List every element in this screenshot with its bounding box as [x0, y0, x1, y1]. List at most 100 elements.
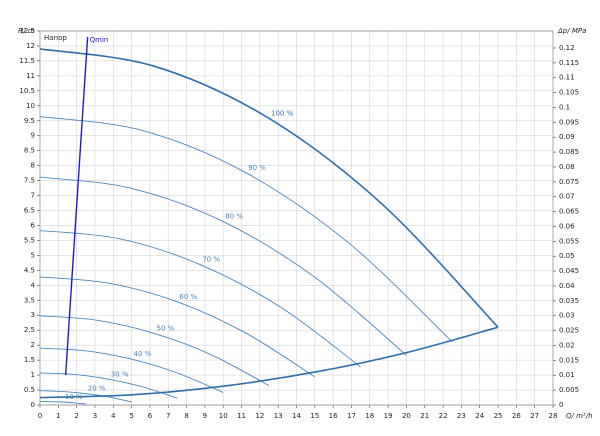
curve: [39, 372, 178, 399]
y2-tick-label: 0.07: [559, 193, 575, 201]
y-tick-label: 10.5: [19, 87, 35, 95]
x-tick-label: 19: [384, 412, 393, 420]
y2-tick-label: 0.04: [559, 282, 575, 290]
y-tick-label: 1: [31, 371, 35, 379]
curve-label: Qmin: [90, 36, 109, 44]
x-tick-label: 11: [237, 412, 246, 420]
curve: [39, 390, 132, 403]
x-tick-label: 22: [439, 412, 448, 420]
curve: [39, 230, 361, 368]
x-tick-label: 1: [56, 412, 60, 420]
x-tick-label: 28: [549, 412, 558, 420]
y-tick-label: 5: [31, 251, 35, 259]
x-tick-label: 7: [166, 412, 170, 420]
y-tick-label: 4: [31, 281, 36, 289]
y-tick-label: 10: [26, 102, 35, 110]
y-tick-label: 2: [31, 341, 35, 349]
x-tick-label: 6: [148, 412, 153, 420]
x-tick-label: 2: [74, 412, 78, 420]
x-tick-label: 15: [310, 412, 319, 420]
y2-tick-label: 0.08: [559, 163, 575, 171]
curve-label: 20 %: [88, 385, 106, 393]
curve: [39, 400, 86, 405]
y2-tick-label: 0.085: [559, 148, 579, 156]
curve-label: 70 %: [202, 256, 220, 264]
x-tick-label: 26: [512, 412, 521, 420]
y2-tick-label: 0.09: [559, 133, 575, 141]
x-axis-label: Q/ m³/h: [566, 412, 593, 420]
curve-label: 30 %: [111, 370, 129, 378]
x-tick-label: 3: [93, 412, 97, 420]
curve: [39, 276, 316, 378]
y2-tick-label: 0.11: [559, 74, 575, 82]
x-tick-label: 8: [184, 412, 188, 420]
y-tick-label: 6: [31, 221, 36, 229]
x-tick-label: 23: [457, 412, 466, 420]
y2-tick-label: 0.03: [559, 312, 575, 320]
y-tick-label: 11.5: [19, 57, 35, 65]
y2-tick-label: 0: [559, 401, 563, 409]
y-tick-label: 11: [26, 72, 35, 80]
y-tick-label: 0.5: [24, 386, 35, 394]
y2-tick-label: 0.05: [559, 252, 575, 260]
y2-tick-label: 0.095: [559, 118, 579, 126]
y2-tick-label: 0.035: [559, 297, 579, 305]
title-box: [41, 32, 75, 44]
y2-tick-label: 0.015: [559, 356, 579, 364]
curve-label: 60 %: [179, 293, 197, 301]
y2-tick-label: 0.1: [559, 103, 570, 111]
x-tick-label: 20: [402, 412, 411, 420]
x-tick-label: 0: [38, 412, 42, 420]
y-tick-label: 12.5: [19, 27, 35, 35]
y2-axis-label: Δp/ MPa: [557, 27, 586, 35]
curve: [39, 347, 224, 393]
x-tick-label: 14: [292, 412, 301, 420]
curve-label: 80 %: [225, 213, 243, 221]
y2-tick-label: 0.045: [559, 267, 579, 275]
x-tick-label: 10: [219, 412, 228, 420]
y-tick-label: 9: [31, 132, 35, 140]
y2-tick-label: 0.055: [559, 237, 579, 245]
x-tick-label: 4: [111, 412, 116, 420]
y-tick-label: 8.5: [24, 147, 35, 155]
y-tick-label: 7: [31, 192, 35, 200]
curve: [39, 48, 499, 328]
y2-tick-label: 0.115: [559, 59, 579, 67]
y-axis-label: H/ m: [18, 27, 35, 35]
y2-tick-label: 0.065: [559, 208, 579, 216]
curve: [39, 116, 453, 343]
y2-tick-label: 0.005: [559, 386, 579, 394]
y-tick-label: 4.5: [24, 266, 35, 274]
curve: [39, 315, 270, 386]
y-tick-label: 0: [31, 401, 35, 409]
y-tick-label: 3.5: [24, 296, 35, 304]
y2-tick-label: 0.06: [559, 222, 575, 230]
y2-tick-label: 0.075: [559, 178, 579, 186]
x-tick-label: 9: [203, 412, 207, 420]
y-tick-label: 1.5: [24, 356, 35, 364]
y2-tick-label: 0.12: [559, 44, 575, 52]
curve: [64, 36, 89, 376]
x-tick-label: 24: [475, 412, 484, 420]
y2-tick-label: 0.01: [559, 371, 575, 379]
curve: [39, 176, 407, 356]
x-tick-label: 18: [365, 412, 374, 420]
y-tick-label: 6.5: [24, 207, 35, 215]
y-tick-label: 5.5: [24, 236, 35, 244]
x-tick-label: 16: [329, 412, 338, 420]
y-tick-label: 12: [26, 42, 35, 50]
curve-label: 50 %: [157, 324, 175, 332]
y-tick-label: 7.5: [24, 177, 35, 185]
x-tick-label: 5: [129, 412, 133, 420]
chart-title: Напор: [44, 34, 67, 42]
curve-label: 90 %: [248, 164, 266, 172]
curve-label: 40 %: [134, 350, 152, 358]
x-tick-label: 25: [494, 412, 503, 420]
y2-tick-label: 0.025: [559, 327, 579, 335]
x-tick-label: 21: [420, 412, 429, 420]
y-tick-label: 2.5: [24, 326, 35, 334]
y2-tick-label: 0.02: [559, 341, 575, 349]
curve-label: 100 %: [271, 109, 294, 117]
x-tick-label: 17: [347, 412, 356, 420]
